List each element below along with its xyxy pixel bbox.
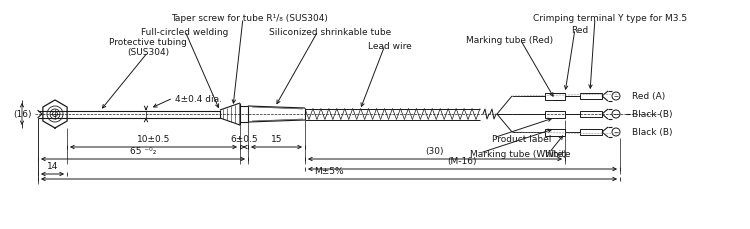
Text: Taper screw for tube R¹/₈ (SUS304): Taper screw for tube R¹/₈ (SUS304): [172, 14, 328, 23]
Text: Black (B): Black (B): [632, 128, 673, 137]
Bar: [545, 129, 565, 136]
Text: Protective tubing
(SUS304): Protective tubing (SUS304): [109, 38, 187, 57]
Text: (30): (30): [426, 146, 444, 155]
Text: Lead wire: Lead wire: [368, 42, 412, 51]
Text: (M-16): (M-16): [448, 156, 477, 165]
Text: Crimping terminal Y type for M3.5: Crimping terminal Y type for M3.5: [533, 14, 687, 23]
Bar: [545, 93, 565, 100]
Text: Marking tube (White): Marking tube (White): [470, 149, 566, 158]
Text: (16): (16): [13, 110, 32, 119]
Text: Full-circled welding: Full-circled welding: [141, 28, 229, 37]
Text: 4±0.4 dia.: 4±0.4 dia.: [175, 94, 222, 103]
Text: White: White: [545, 149, 572, 158]
Text: 15: 15: [271, 134, 282, 143]
Text: Siliconized shrinkable tube: Siliconized shrinkable tube: [268, 28, 391, 37]
Bar: [580, 129, 602, 135]
Text: 14: 14: [46, 161, 58, 170]
Bar: [580, 94, 602, 100]
Bar: [580, 112, 602, 117]
Text: Black (B): Black (B): [632, 110, 673, 119]
Text: 6±0.5: 6±0.5: [230, 134, 258, 143]
Text: Red: Red: [572, 26, 589, 35]
Text: Product label: Product label: [492, 134, 551, 143]
Text: Marking tube (Red): Marking tube (Red): [466, 36, 554, 45]
Text: 10±0.5: 10±0.5: [136, 134, 170, 143]
Text: 65 ⁻⁰₂: 65 ⁻⁰₂: [130, 146, 156, 155]
Text: M±5%: M±5%: [314, 166, 344, 175]
Bar: [545, 111, 565, 118]
Text: Red (A): Red (A): [632, 92, 665, 101]
